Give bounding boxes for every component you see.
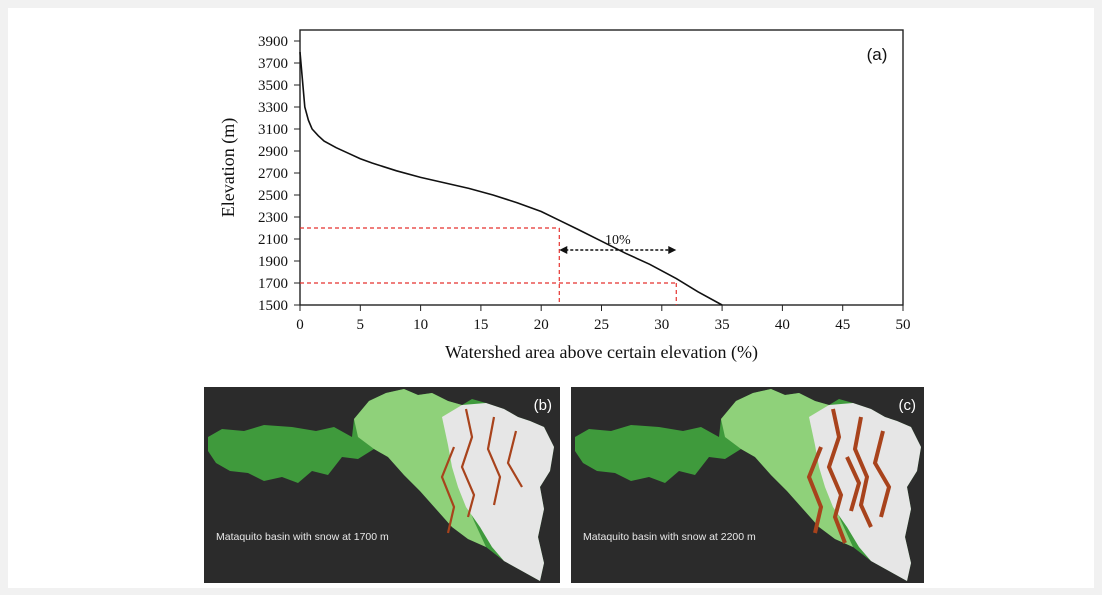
snow-line-band	[826, 408, 847, 544]
snow-line-band	[845, 456, 862, 512]
map-tag-c: (c)	[898, 397, 917, 414]
map-panel-b: Mataquito basin with snow at 1700 m (b)	[204, 387, 560, 583]
x-tick-label: 30	[654, 317, 669, 333]
y-tick-label: 3900	[258, 34, 288, 50]
y-tick-label: 1900	[258, 254, 288, 270]
snow-line-band	[440, 446, 456, 534]
panel-label-a: (a)	[867, 45, 888, 64]
x-tick-label: 10	[413, 317, 428, 333]
snow-line-band	[806, 446, 824, 534]
y-tick-label: 3300	[258, 100, 288, 116]
y-tick-label: 2100	[258, 232, 288, 248]
map-panel-c: Mataquito basin with snow at 2200 m (c)	[571, 387, 924, 583]
annotation-label: 10%	[605, 233, 631, 248]
x-tick-label: 25	[594, 317, 609, 333]
chart-axes	[299, 29, 904, 306]
plot-frame	[299, 29, 904, 306]
y-tick-label: 3700	[258, 56, 288, 72]
annotation-arrowhead-right	[668, 246, 677, 254]
snow-line-band	[852, 416, 873, 528]
x-tick-label: 35	[715, 317, 730, 333]
x-tick-label: 20	[534, 317, 549, 333]
basin-map-b	[208, 389, 554, 581]
snow-line-band	[460, 408, 476, 518]
snow-line-band	[506, 430, 523, 488]
map-tag-b: (b)	[533, 397, 552, 414]
hypsometric-curve	[299, 51, 723, 306]
basin-map-c	[575, 389, 921, 581]
y-tick-label: 3500	[258, 78, 288, 94]
x-tick-label: 50	[896, 317, 911, 333]
y-tick-label: 2700	[258, 166, 288, 182]
map-caption-c: Mataquito basin with snow at 2200 m	[583, 531, 756, 543]
y-tick-label: 1500	[258, 298, 288, 314]
y-tick-label: 1700	[258, 276, 288, 292]
y-tick-label: 2900	[258, 144, 288, 160]
x-tick-label: 45	[835, 317, 850, 333]
reference-lines	[300, 227, 677, 305]
x-tick-label: 15	[473, 317, 488, 333]
annotation-group: 10%	[559, 233, 677, 254]
annotation-arrowhead-left	[559, 246, 568, 254]
x-tick-label: 40	[775, 317, 790, 333]
x-tick-label: 0	[296, 317, 304, 333]
basin-snow-area	[442, 403, 554, 581]
snow-line-band	[872, 430, 892, 518]
y-tick-label: 2300	[258, 210, 288, 226]
series-group	[299, 51, 723, 306]
figure-card: 0 5 10 15 20 25 30 35 40 45 50 1500 1700 1900 2100 2300…	[8, 8, 1094, 588]
y-axis-title: Elevation (m)	[218, 118, 239, 217]
y-tick-label: 2500	[258, 188, 288, 204]
x-tick-label: 5	[357, 317, 365, 333]
chart-ticks: 0 5 10 15 20 25 30 35 40 45 50 1500 1700 1900 2100 2300…	[258, 34, 911, 333]
elevation-chart: 0 5 10 15 20 25 30 35 40 45 50 1500 1700 1900 2100 2300…	[218, 29, 911, 363]
y-tick-label: 3100	[258, 122, 288, 138]
snow-line-band	[486, 416, 502, 506]
map-caption-b: Mataquito basin with snow at 1700 m	[216, 531, 389, 543]
x-axis-title: Watershed area above certain elevation (…	[445, 342, 758, 363]
